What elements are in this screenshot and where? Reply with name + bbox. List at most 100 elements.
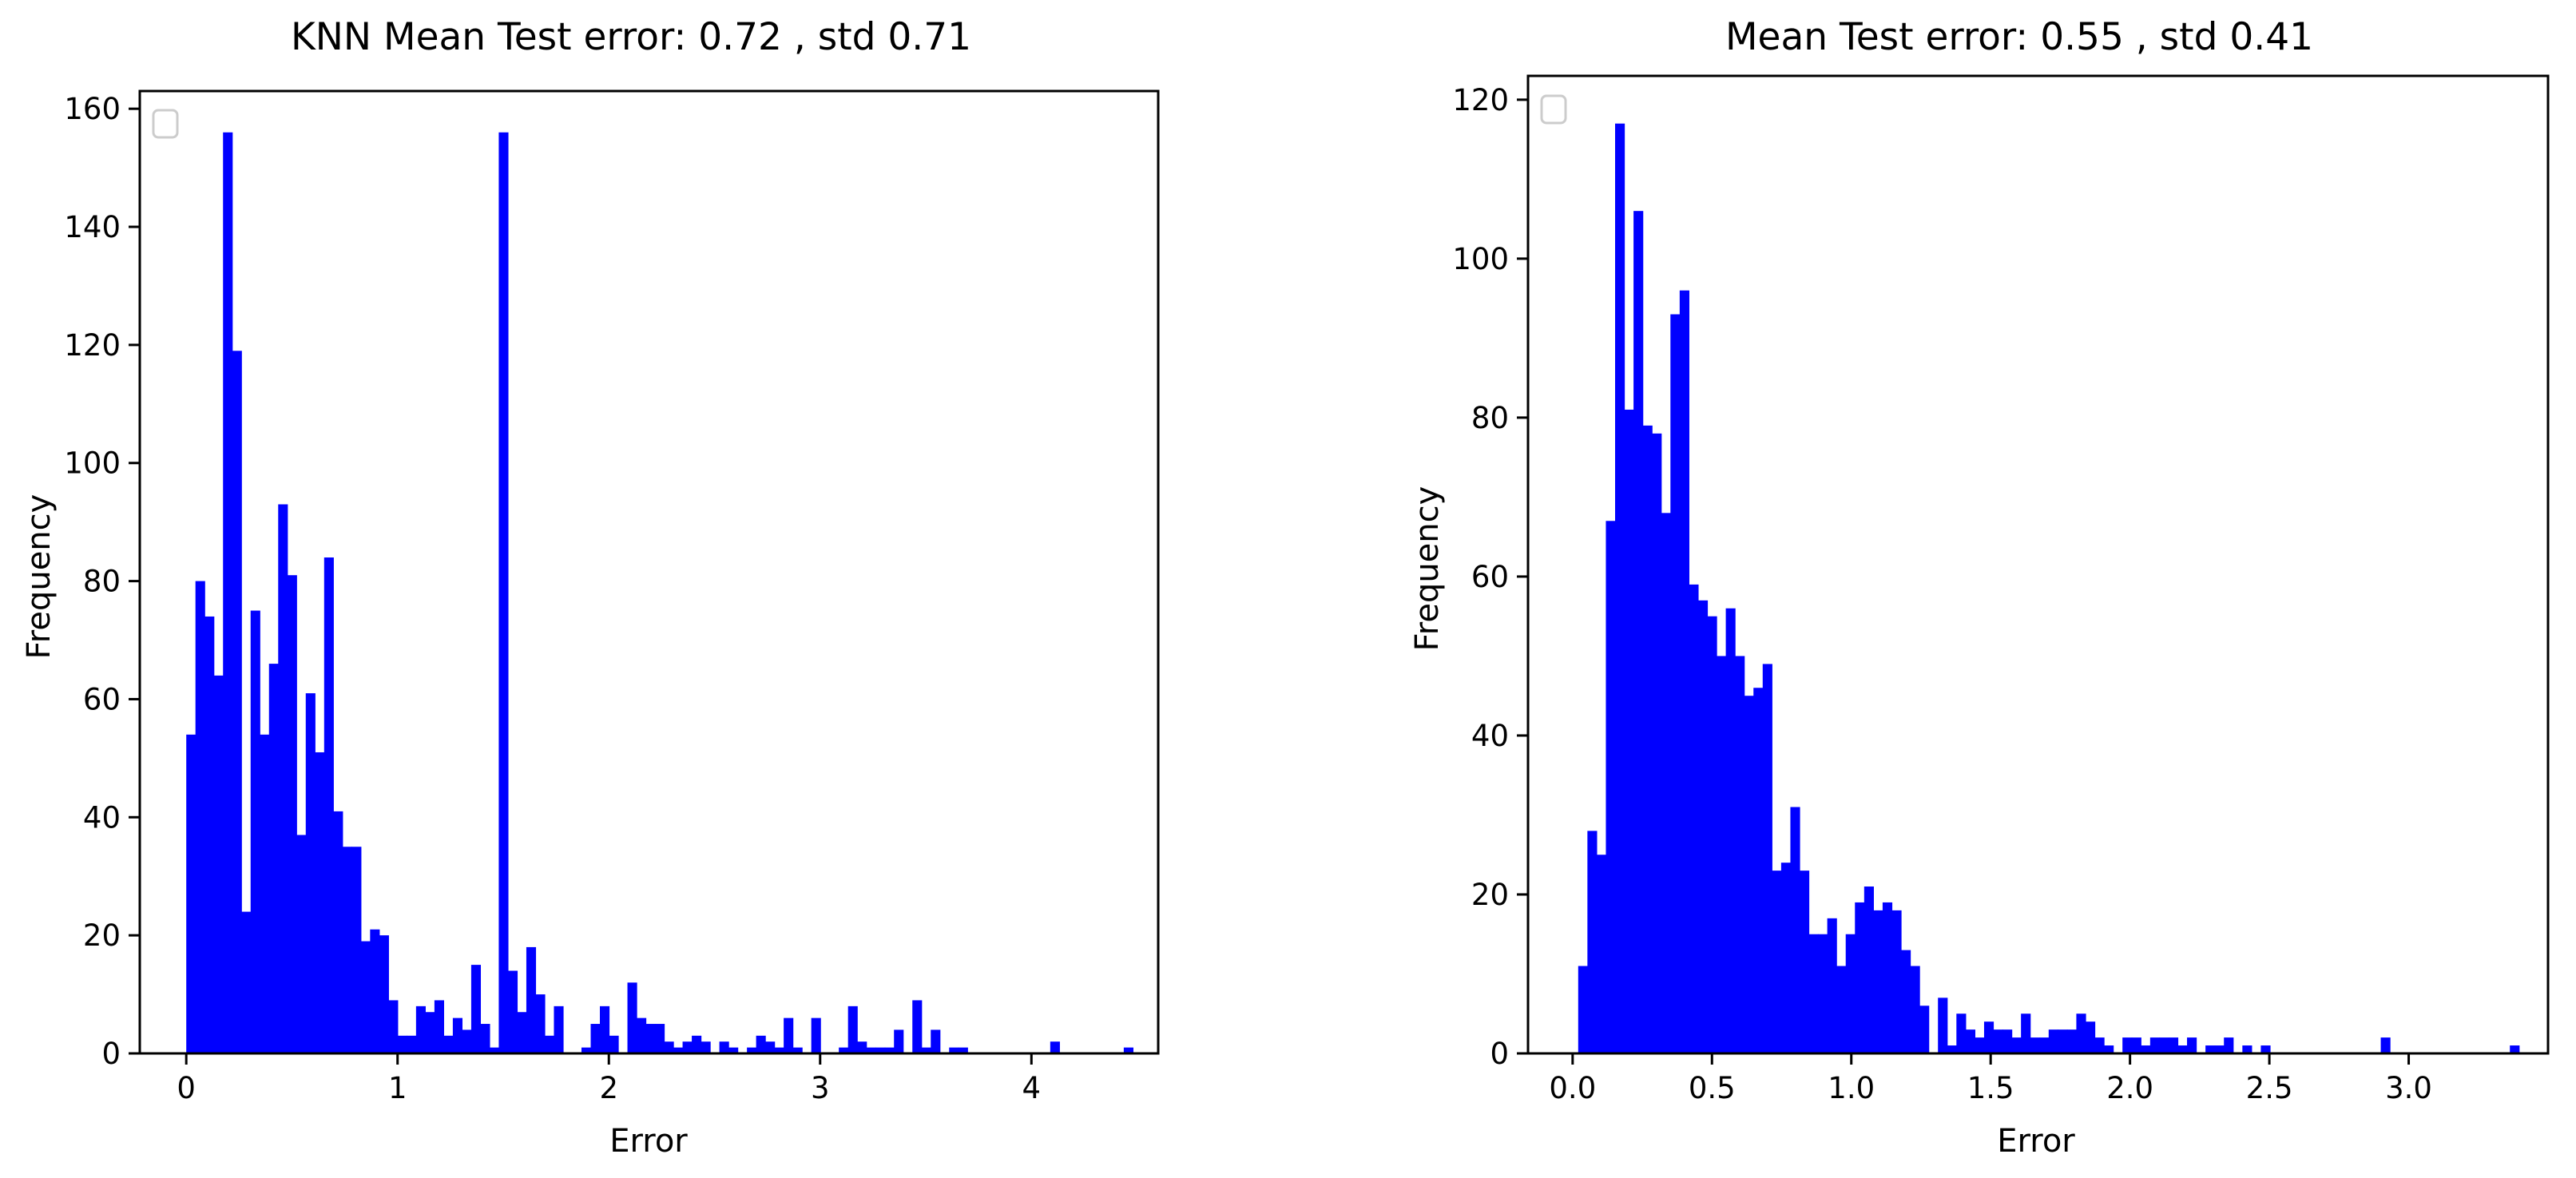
histogram-bar	[507, 970, 518, 1053]
histogram-bar	[2177, 1045, 2188, 1053]
axes-frame	[138, 89, 1160, 1055]
histogram-bar	[811, 1017, 821, 1053]
histogram-bar	[2066, 1029, 2078, 1053]
histogram-bar	[1910, 966, 1920, 1053]
histogram-bar	[1827, 918, 1837, 1053]
y-tick-label: 20	[83, 918, 121, 953]
histogram-bar	[2380, 1037, 2391, 1053]
histogram-bar	[2159, 1037, 2169, 1053]
histogram-bar	[590, 1024, 601, 1053]
histogram-bar	[1679, 290, 1689, 1053]
histogram-bar	[480, 1024, 490, 1053]
x-axis-ticks: 0 1 2 3 4	[177, 1053, 1041, 1105]
histogram-bar	[443, 1035, 454, 1053]
histogram-bar	[434, 1000, 444, 1053]
histogram-bar	[379, 935, 389, 1053]
x-tick-label: 0	[177, 1071, 196, 1105]
histogram-bar	[609, 1035, 619, 1053]
chart-knn: KNN Mean Test error: 0.72 , std 0.71 0 20…	[21, 15, 1160, 1160]
y-tick-label: 20	[1471, 878, 1509, 912]
histogram-bar	[866, 1047, 876, 1053]
y-tick-label: 0	[101, 1037, 121, 1071]
histogram-bar	[682, 1041, 693, 1053]
histogram-bar	[1818, 934, 1828, 1053]
histogram-bar	[600, 1005, 610, 1053]
histogram-bar	[333, 811, 343, 1053]
histogram-bar	[1901, 950, 1911, 1053]
histogram-bar	[581, 1047, 592, 1053]
histogram-bar	[2058, 1029, 2068, 1053]
histogram-bar	[213, 675, 224, 1053]
histogram-bar	[278, 504, 288, 1053]
histogram-bar	[232, 351, 242, 1053]
histogram-bar	[544, 1035, 555, 1053]
histogram-bar	[415, 1005, 426, 1053]
legend-box	[1540, 94, 1567, 125]
y-tick-label: 100	[64, 446, 121, 481]
histogram-bar	[2260, 1045, 2271, 1053]
histogram-bar	[728, 1047, 739, 1053]
y-axis-label: Frequency	[21, 494, 58, 660]
histogram-bar	[2076, 1013, 2086, 1053]
histogram-bar	[1845, 934, 1856, 1053]
histogram-bar	[1919, 1005, 1930, 1053]
y-tick-label: 0	[1490, 1037, 1509, 1071]
histogram-bar	[1624, 409, 1634, 1053]
y-tick-label: 120	[64, 328, 121, 363]
y-tick-label: 40	[83, 800, 121, 835]
y-tick-label: 80	[1471, 401, 1509, 435]
chart-title: KNN Mean Test error: 0.72 , std 0.71	[291, 15, 971, 59]
y-tick-label: 100	[1452, 242, 1509, 276]
histogram-bar	[1873, 910, 1883, 1053]
histogram-bar	[489, 1047, 500, 1053]
legend-box	[152, 109, 179, 139]
histogram-bar	[498, 132, 509, 1053]
histogram-bar	[2242, 1045, 2253, 1053]
histogram-bar	[1864, 886, 1874, 1053]
axes-frame	[1526, 74, 2550, 1055]
histogram-bar	[452, 1017, 462, 1053]
histogram-bar	[1633, 211, 1644, 1053]
histogram-bar	[1717, 656, 1727, 1053]
x-tick-label: 0.5	[1689, 1071, 1736, 1105]
histogram-bar	[1578, 966, 1588, 1053]
histogram-bar	[1855, 902, 1865, 1053]
histogram-bar	[765, 1041, 776, 1053]
histogram-bar	[1596, 855, 1607, 1053]
x-tick-label: 1.5	[1967, 1071, 2014, 1105]
histogram-bar	[535, 994, 546, 1053]
histogram-bar	[1670, 314, 1681, 1053]
histogram-bar	[1790, 807, 1800, 1053]
histogram-bar	[1050, 1041, 1060, 1053]
histogram-bar	[1993, 1029, 2003, 1053]
histogram-bar	[692, 1035, 702, 1053]
histogram-bar	[1615, 123, 1625, 1054]
x-tick-label: 3.0	[2385, 1071, 2432, 1105]
x-axis-label: Error	[1997, 1123, 2075, 1160]
histogram-bar	[2030, 1037, 2040, 1053]
y-tick-label: 40	[1471, 719, 1509, 753]
histogram-bar	[701, 1041, 711, 1053]
histogram-bar	[2187, 1037, 2197, 1053]
histogram-bar	[1882, 902, 1893, 1053]
histogram-bar	[2021, 1013, 2031, 1053]
histogram-bar	[360, 941, 371, 1053]
histogram-bar	[1762, 664, 1772, 1053]
histogram-bar	[462, 1029, 472, 1053]
histogram-bar	[287, 575, 297, 1053]
histogram-bar	[223, 132, 233, 1053]
chart-mean: Mean Test error: 0.55 , std 0.41 0 20 40 60…	[1409, 15, 2550, 1160]
histogram-bar	[260, 734, 270, 1053]
histogram-bar	[1744, 696, 1754, 1053]
histogram-bar	[1689, 584, 1699, 1053]
histogram-bar	[2168, 1037, 2179, 1053]
histogram-bar	[425, 1012, 435, 1053]
histogram-bar	[305, 693, 316, 1053]
y-axis-ticks: 0 20 40 60 80 100 120	[1452, 83, 1528, 1071]
histogram-bar	[747, 1047, 757, 1053]
y-tick-label: 120	[1452, 83, 1509, 117]
histogram-bar	[1772, 871, 1782, 1053]
histogram-bar	[2149, 1037, 2160, 1053]
histogram-bar	[1947, 1045, 1957, 1053]
histogram-bar	[397, 1035, 407, 1053]
